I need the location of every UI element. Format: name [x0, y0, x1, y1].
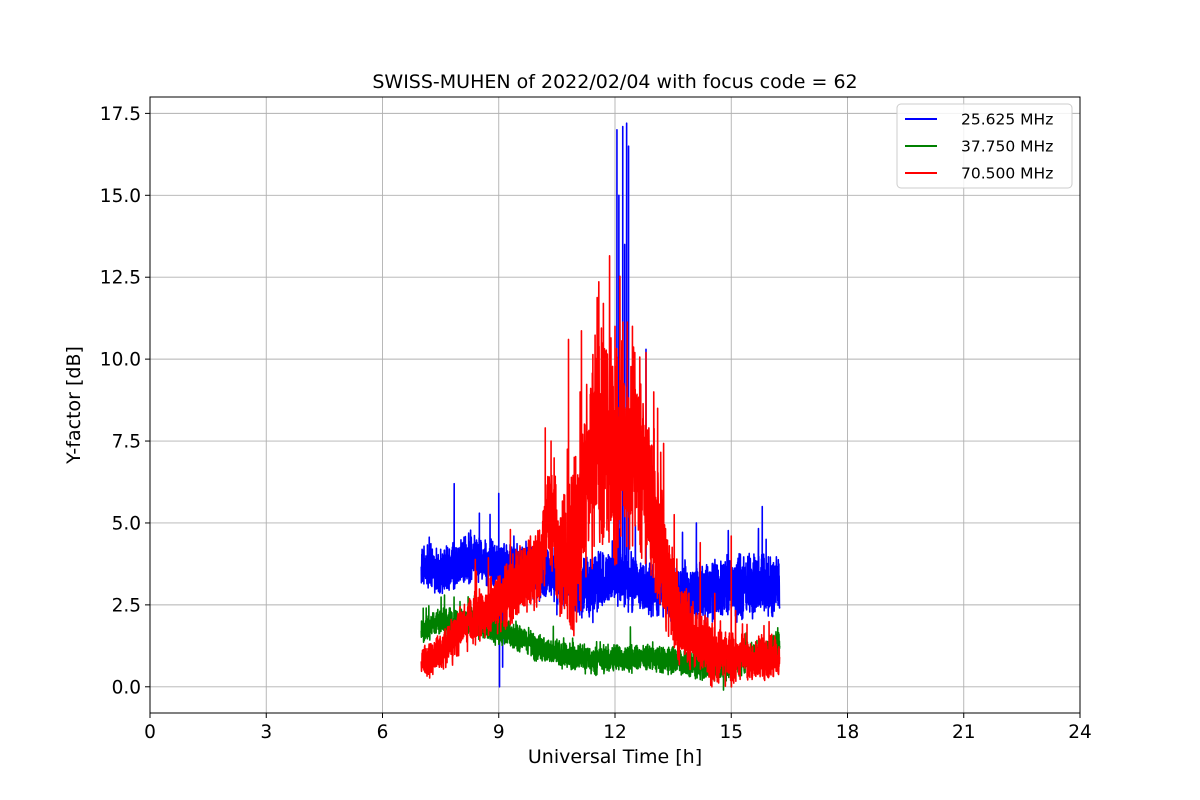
tick-layer: 0 3 6 9 12 15 18 21 24 0.0 2.5 5.0 7.5 10.0 12.5 15.0 17… [100, 104, 1092, 743]
x-tick-label: 6 [377, 722, 389, 743]
series-line [420, 255, 781, 688]
y-tick-label: 7.5 [112, 432, 141, 453]
y-tick-label: 0.0 [112, 677, 141, 698]
y-axis-label: Y-factor [dB] [63, 346, 85, 465]
series-layer [420, 122, 781, 691]
legend: 25.625 MHz 37.750 MHz 70.500 MHz [896, 103, 1073, 189]
legend-label: 70.500 MHz [961, 165, 1053, 183]
x-tick-label: 9 [493, 722, 505, 743]
legend-label: 25.625 MHz [961, 111, 1053, 129]
x-tick-label: 15 [719, 722, 743, 743]
x-tick-label: 0 [144, 722, 156, 743]
x-tick-label: 24 [1068, 722, 1092, 743]
x-tick-label: 12 [603, 722, 627, 743]
y-tick-label: 12.5 [100, 268, 141, 289]
chart-title: SWISS-MUHEN of 2022/02/04 with focus cod… [372, 71, 857, 93]
y-tick-label: 15.0 [100, 186, 141, 207]
y-tick-label: 10.0 [100, 350, 141, 371]
x-tick-label: 21 [952, 722, 976, 743]
y-tick-label: 2.5 [112, 595, 141, 616]
x-axis-label: Universal Time [h] [528, 746, 702, 768]
series-line [420, 122, 781, 688]
x-tick-label: 3 [260, 722, 272, 743]
y-tick-label: 5.0 [112, 513, 141, 534]
x-tick-label: 18 [836, 722, 860, 743]
legend-label: 37.750 MHz [961, 138, 1053, 156]
y-tick-label: 17.5 [100, 104, 141, 125]
legend-box [896, 103, 1073, 189]
